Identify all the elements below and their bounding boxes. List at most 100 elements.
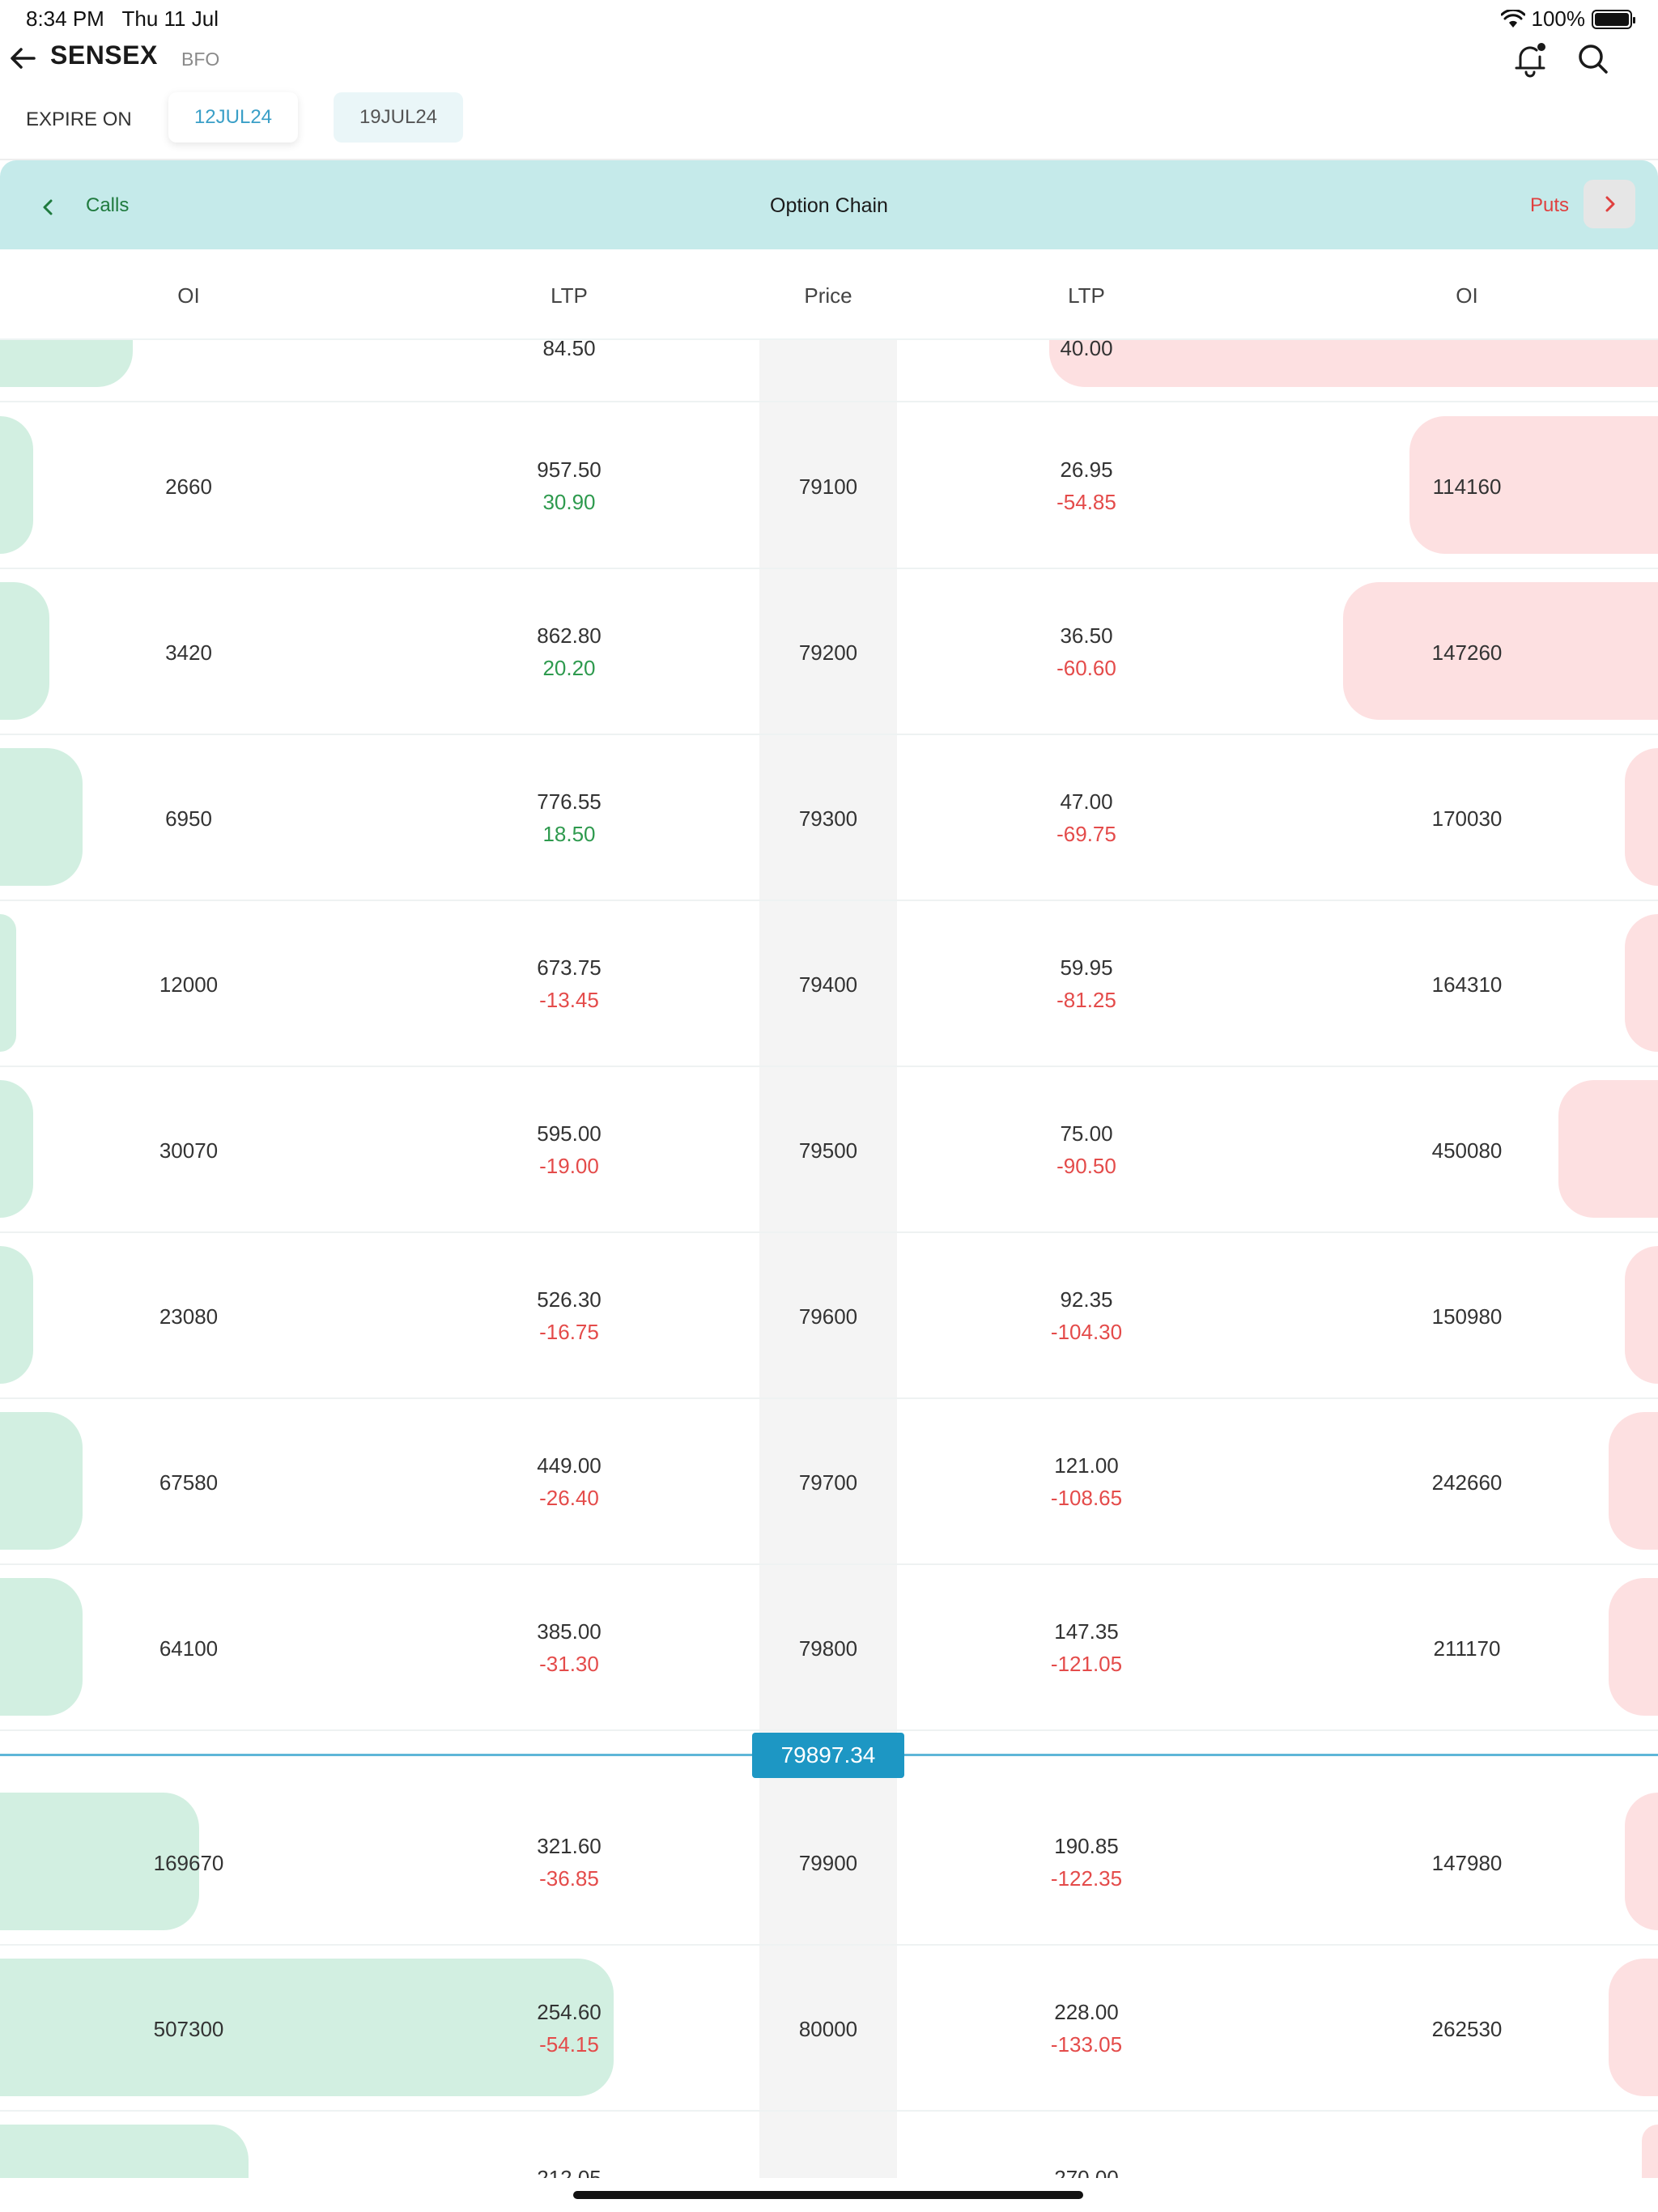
strike-price: 79400 [798, 972, 858, 997]
put-ltp: 92.35 -104.30 [1051, 1283, 1122, 1348]
option-row-79700[interactable]: 67580 449.00 -26.40 79700 121.00 -108.65 24266… [0, 1399, 1658, 1565]
call-oi: 30070 [159, 1138, 219, 1163]
put-ltp-partial: 270.00 [1054, 2162, 1119, 2178]
page-header: SENSEX BFO [0, 37, 1658, 118]
put-ltp: 59.95 -81.25 [1056, 951, 1116, 1016]
call-ltp-change: -54.15 [539, 2032, 599, 2057]
status-time: 8:34 PM Thu 11 Jul [26, 6, 219, 31]
put-oi-bar [1049, 340, 1658, 387]
call-ltp-value: 254.60 [537, 2000, 602, 2024]
call-ltp-change: 18.50 [542, 822, 596, 846]
call-oi-bar [0, 748, 83, 886]
call-ltp-change: -16.75 [539, 1320, 599, 1344]
put-ltp: 190.85 -122.35 [1051, 1830, 1122, 1895]
put-ltp-change: -69.75 [1056, 822, 1116, 846]
status-right: 100% [1500, 6, 1635, 32]
put-ltp: 36.50 -60.60 [1056, 619, 1116, 684]
option-chain-bar: Calls Option Chain Puts [0, 160, 1658, 249]
bell-icon[interactable] [1512, 40, 1548, 78]
call-ltp-change: 30.90 [542, 490, 596, 514]
put-oi-bar [1642, 2125, 1658, 2178]
option-row-79800[interactable]: 64100 385.00 -31.30 79800 147.35 -121.05 21117… [0, 1565, 1658, 1731]
put-oi: 242660 [1431, 1470, 1503, 1495]
put-ltp-value: 228.00 [1054, 2000, 1119, 2024]
battery-percent: 100% [1531, 6, 1586, 31]
exchange-label: BFO [181, 49, 220, 70]
call-oi-bar [0, 582, 49, 720]
put-oi: 150980 [1431, 1304, 1503, 1329]
expiry-chip-12jul24[interactable]: 12JUL24 [168, 92, 298, 143]
expiry-chip-19jul24[interactable]: 19JUL24 [334, 92, 463, 143]
search-icon[interactable] [1577, 42, 1609, 76]
option-row-79900[interactable]: 169670 321.60 -36.85 79900 190.85 -122.35 1479… [0, 1780, 1658, 1946]
call-ltp-value: 862.80 [537, 623, 602, 648]
option-row-79300[interactable]: 6950 776.55 18.50 79300 47.00 -69.75 170030 [0, 735, 1658, 901]
strike-price: 79300 [798, 806, 858, 831]
put-oi: 164310 [1431, 972, 1503, 997]
option-chain-table[interactable]: 84.50 40.00 2660 957.50 30.90 79100 26.95 -54.8… [0, 340, 1658, 2178]
put-ltp-value: 47.00 [1060, 789, 1113, 814]
header-put-ltp[interactable]: LTP [1068, 283, 1105, 308]
put-oi-bar [1625, 914, 1658, 1052]
put-oi-bar [1625, 748, 1658, 886]
call-ltp: 957.50 30.90 [537, 453, 602, 518]
call-oi-bar [0, 1959, 614, 2096]
call-oi-bar [0, 2125, 249, 2178]
put-ltp-change: -108.65 [1050, 1486, 1123, 1510]
put-oi: 147980 [1431, 1851, 1503, 1875]
put-ltp-value: 190.85 [1054, 1834, 1119, 1858]
option-row-79500[interactable]: 30070 595.00 -19.00 79500 75.00 -90.50 450080 [0, 1067, 1658, 1233]
put-ltp-value: 92.35 [1060, 1287, 1113, 1312]
option-row-79600[interactable]: 23080 526.30 -16.75 79600 92.35 -104.30 150980 [0, 1233, 1658, 1399]
header-price[interactable]: Price [804, 283, 852, 308]
chevron-right-icon [1605, 196, 1615, 212]
option-row-79400[interactable]: 12000 673.75 -13.45 79400 59.95 -81.25 164310 [0, 901, 1658, 1067]
call-oi-bar [0, 1412, 83, 1550]
call-ltp-partial: 84.50 [542, 340, 595, 364]
option-row-80000[interactable]: 507300 254.60 -54.15 80000 228.00 -133.05 2625… [0, 1946, 1658, 2112]
put-ltp: 147.35 -121.05 [1051, 1615, 1122, 1680]
strike-price: 79600 [798, 1304, 858, 1329]
call-ltp-change: -13.45 [539, 988, 599, 1012]
back-arrow-icon[interactable] [6, 42, 39, 74]
put-oi-bar [1625, 1246, 1658, 1384]
put-ltp-change: -60.60 [1056, 656, 1116, 680]
calls-label[interactable]: Calls [86, 194, 130, 216]
put-oi: 262530 [1431, 2017, 1503, 2041]
call-oi-bar [0, 340, 133, 387]
column-headers: OI LTP Price LTP OI [0, 249, 1658, 340]
option-row-79200[interactable]: 3420 862.80 20.20 79200 36.50 -60.60 147260 [0, 569, 1658, 735]
put-oi: 450080 [1431, 1138, 1503, 1163]
put-ltp: 228.00 -133.05 [1051, 1996, 1122, 2061]
put-ltp-partial-value: 270.00 [1054, 2166, 1119, 2178]
put-oi-bar [1409, 416, 1658, 554]
strike-price: 79800 [798, 1636, 858, 1661]
call-ltp: 673.75 -13.45 [537, 951, 602, 1016]
call-oi: 169670 [153, 1851, 224, 1875]
put-ltp-change: -54.85 [1056, 490, 1116, 514]
call-ltp-value: 957.50 [537, 457, 602, 482]
expiry-label: EXPIRE ON [26, 108, 132, 130]
header-put-oi[interactable]: OI [1456, 283, 1478, 308]
call-ltp-value: 776.55 [537, 789, 602, 814]
put-oi-bar [1609, 1578, 1658, 1716]
header-call-oi[interactable]: OI [177, 283, 200, 308]
puts-next-button[interactable] [1584, 180, 1635, 228]
strike-price: 79500 [798, 1138, 858, 1163]
call-ltp: 595.00 -19.00 [537, 1117, 602, 1182]
put-oi: 170030 [1431, 806, 1503, 831]
put-ltp-value: 59.95 [1060, 955, 1113, 980]
header-call-ltp[interactable]: LTP [551, 283, 588, 308]
calls-prev-button[interactable] [24, 185, 73, 230]
put-ltp-value: 26.95 [1060, 457, 1113, 482]
call-ltp: 776.55 18.50 [537, 785, 602, 850]
call-oi: 23080 [159, 1304, 219, 1329]
puts-label[interactable]: Puts [1530, 194, 1570, 216]
call-oi: 507300 [153, 2017, 224, 2041]
call-ltp-change: -19.00 [539, 1154, 599, 1178]
call-ltp-partial-value: 212.05 [537, 2166, 602, 2178]
call-ltp: 526.30 -16.75 [537, 1283, 602, 1348]
call-ltp: 449.00 -26.40 [537, 1449, 602, 1514]
option-row-79100[interactable]: 2660 957.50 30.90 79100 26.95 -54.85 114160 [0, 403, 1658, 569]
call-oi: 12000 [159, 972, 219, 997]
